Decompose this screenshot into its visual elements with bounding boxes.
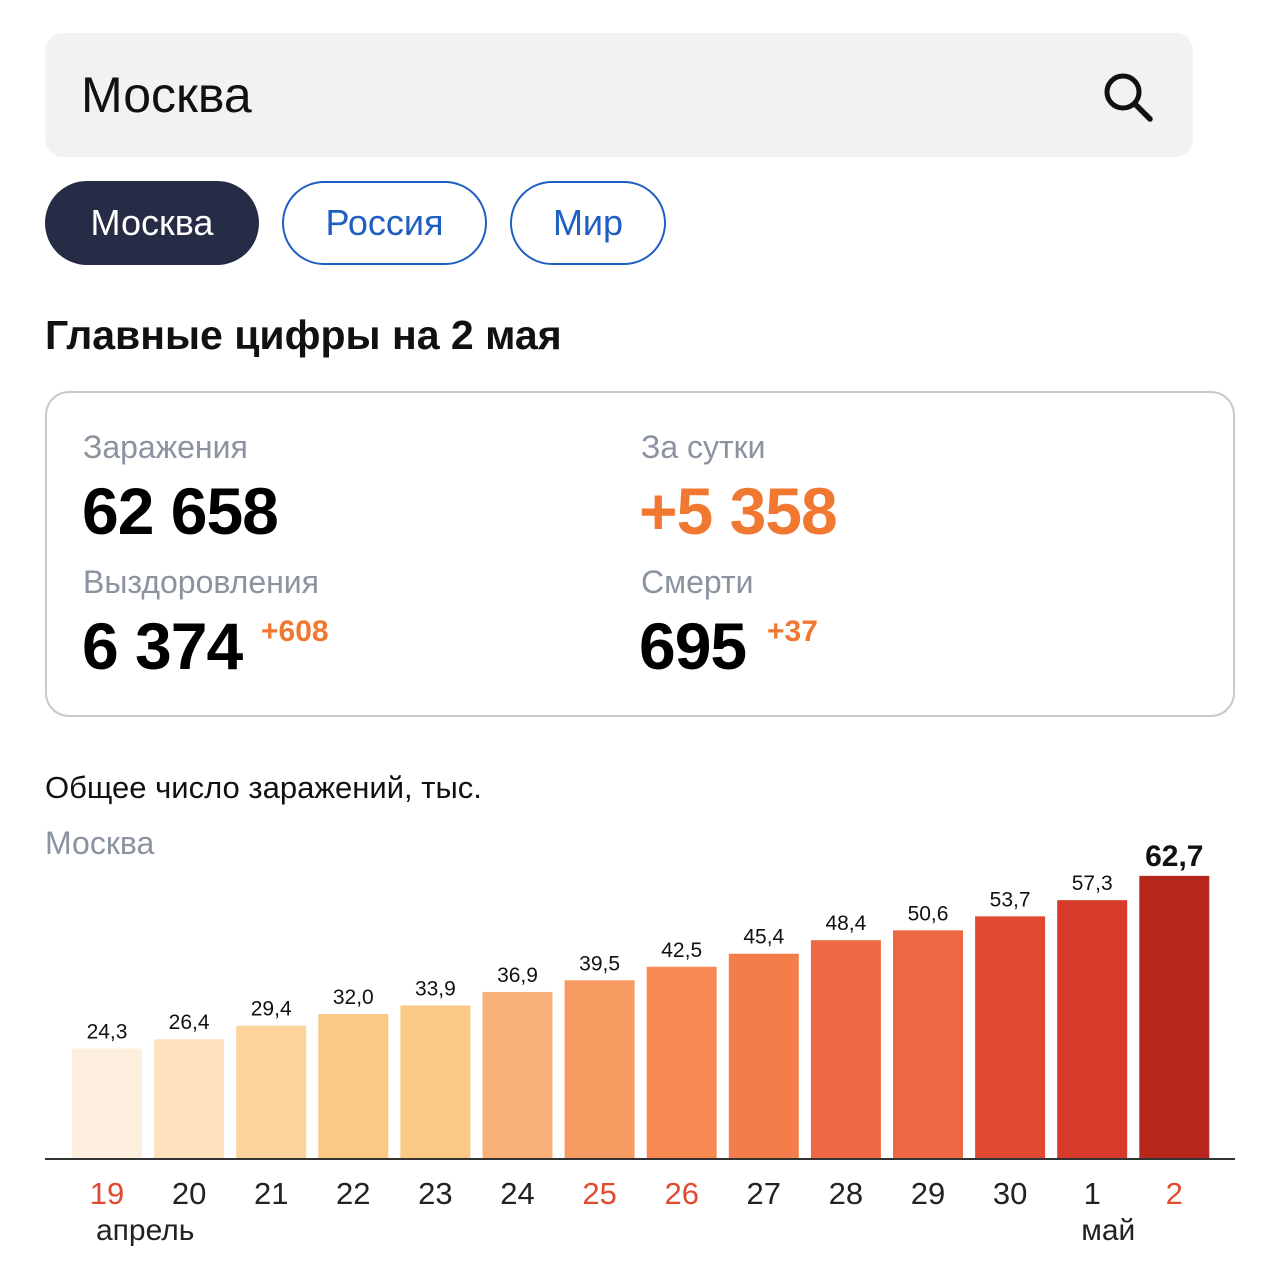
chart-bar — [482, 991, 553, 1158]
tab-russia[interactable]: Россия — [282, 181, 487, 265]
month-label: май — [1081, 1214, 1135, 1247]
bar-value-label: 39,5 — [579, 952, 620, 975]
month-label: апрель — [96, 1214, 194, 1247]
recoveries-value: 6 374 — [82, 609, 243, 683]
x-tick-label: 25 — [582, 1176, 616, 1211]
x-tick-label: 28 — [829, 1176, 863, 1211]
recoveries-label: Выздоровления — [83, 564, 319, 600]
bar-value-label: 62,7 — [1145, 840, 1203, 873]
deaths-label: Смерти — [641, 564, 754, 600]
bar-value-label: 29,4 — [251, 998, 292, 1021]
x-tick-label: 2 — [1166, 1176, 1183, 1211]
x-tick-label: 22 — [336, 1176, 370, 1211]
tab-world[interactable]: Мир — [510, 181, 666, 265]
daily-value: +5 358 — [639, 474, 838, 548]
deaths-value: 695 — [639, 609, 747, 683]
search-icon[interactable] — [1098, 67, 1156, 125]
chart-bar — [236, 1025, 307, 1158]
tab-moscow[interactable]: Москва — [45, 181, 259, 265]
bar-value-label: 50,6 — [908, 902, 949, 925]
bar-value-label: 42,5 — [661, 939, 702, 962]
search-bar[interactable] — [45, 33, 1193, 157]
recoveries-delta: +608 — [261, 615, 329, 648]
chart-bar — [400, 1005, 471, 1158]
chart-bar — [893, 930, 963, 1158]
cases-bar-chart: 24,31926,42029,42132,02233,92336,92439,5… — [45, 840, 1235, 1247]
bar-value-label: 36,9 — [497, 964, 538, 987]
chart-bar — [72, 1048, 142, 1158]
bar-value-label: 33,9 — [415, 977, 456, 1000]
infections-value: 62 658 — [82, 474, 279, 548]
x-tick-label: 30 — [993, 1176, 1027, 1211]
bar-value-label: 24,3 — [87, 1021, 128, 1044]
x-tick-label: 19 — [90, 1176, 124, 1211]
stats-card: Заражения 62 658 За сутки +5 358 Выздоро… — [45, 391, 1235, 717]
chart-bar — [646, 966, 717, 1158]
chart-bar — [810, 940, 881, 1158]
chart-title: Общее число заражений, тыс. — [45, 770, 482, 805]
chart-bar — [975, 916, 1046, 1158]
bar-value-label: 45,4 — [743, 926, 784, 949]
x-tick-label: 29 — [911, 1176, 945, 1211]
x-tick-label: 24 — [500, 1176, 534, 1211]
search-input[interactable] — [81, 33, 1081, 157]
bar-value-label: 53,7 — [990, 888, 1031, 911]
chart-subtitle: Москва — [45, 825, 155, 861]
x-tick-label: 23 — [418, 1176, 452, 1211]
infections-label: Заражения — [83, 429, 248, 465]
chart-bar — [1057, 900, 1128, 1158]
x-tick-label: 20 — [172, 1176, 206, 1211]
chart-bar — [728, 953, 799, 1158]
x-tick-label: 21 — [254, 1176, 288, 1211]
bar-value-label: 57,3 — [1072, 872, 1113, 895]
x-tick-label: 27 — [747, 1176, 781, 1211]
chart-bar — [564, 980, 635, 1158]
bar-value-label: 32,0 — [333, 986, 374, 1009]
x-tick-label: 1 — [1084, 1176, 1101, 1211]
deaths-delta: +37 — [767, 615, 818, 648]
chart-bar — [154, 1039, 225, 1158]
x-tick-label: 26 — [664, 1176, 698, 1211]
bar-value-label: 48,4 — [825, 912, 866, 935]
daily-label: За сутки — [641, 429, 766, 465]
page-title: Главные цифры на 2 мая — [45, 312, 562, 358]
chart-bar — [1139, 875, 1210, 1158]
chart-bar — [318, 1014, 389, 1158]
bar-value-label: 26,4 — [169, 1011, 210, 1034]
